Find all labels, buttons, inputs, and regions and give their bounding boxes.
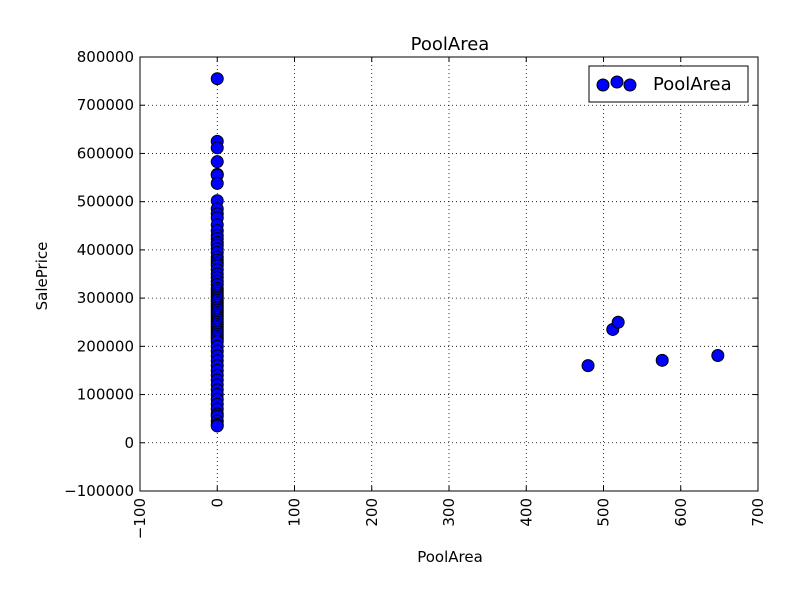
x-tick-label: 100 xyxy=(286,498,304,527)
y-tick-label: 700000 xyxy=(77,96,134,114)
x-tick-label: 600 xyxy=(672,498,690,527)
data-point xyxy=(655,353,669,367)
legend-label: PoolArea xyxy=(653,74,732,95)
x-tick-label: 700 xyxy=(749,498,767,527)
y-tick-label: 600000 xyxy=(77,144,134,162)
x-tick-label: 500 xyxy=(595,498,613,527)
data-point xyxy=(210,155,224,169)
y-tick-label: −100000 xyxy=(64,482,134,500)
data-point xyxy=(611,315,625,329)
data-point xyxy=(210,176,224,190)
legend-marker xyxy=(610,75,624,89)
y-tick-label: 200000 xyxy=(77,337,134,355)
data-point xyxy=(581,359,595,373)
axis-ticks: −100 0 100 200 300 400 500 600 700 −100000 0 100000… xyxy=(64,48,767,539)
x-tick-label: −100 xyxy=(131,498,149,539)
data-point xyxy=(210,141,224,155)
data-point xyxy=(210,72,224,86)
grid xyxy=(139,56,759,492)
y-tick-label: 100000 xyxy=(77,386,134,404)
x-axis-label: PoolArea xyxy=(417,548,483,566)
y-tick-label: 800000 xyxy=(77,48,134,66)
y-tick-label: 400000 xyxy=(77,241,134,259)
x-tick-label: 0 xyxy=(208,498,226,508)
legend-marker xyxy=(623,78,637,92)
legend-marker xyxy=(596,78,610,92)
y-axis-label: SalePrice xyxy=(33,242,51,311)
x-tick-label: 200 xyxy=(363,498,381,527)
x-tick-label: 300 xyxy=(440,498,458,527)
data-points xyxy=(210,72,725,433)
data-point xyxy=(711,348,725,362)
y-tick-label: 0 xyxy=(124,434,134,452)
legend: PoolArea xyxy=(588,65,749,103)
y-tick-label: 500000 xyxy=(77,193,134,211)
y-tick-label: 300000 xyxy=(77,289,134,307)
data-point xyxy=(210,419,224,433)
x-tick-label: 400 xyxy=(517,498,535,527)
chart-title: PoolArea xyxy=(411,34,490,55)
